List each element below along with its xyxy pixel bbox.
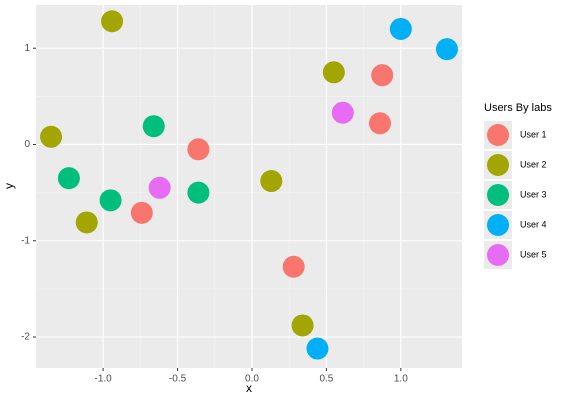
legend-label: User 2 [520, 159, 547, 169]
legend-marker [487, 244, 509, 266]
y-tick-label: 1 [24, 43, 30, 54]
legend-label: User 4 [520, 219, 547, 229]
x-tick-label: 0.5 [319, 374, 333, 385]
x-tick-label: 0.0 [245, 374, 259, 385]
point [75, 211, 98, 234]
legend-marker [487, 184, 509, 206]
point [260, 170, 283, 193]
legend-marker [487, 124, 509, 146]
x-axis-title: x [246, 381, 252, 395]
point [101, 10, 124, 33]
legend-marker [487, 154, 509, 176]
point [368, 112, 391, 135]
point [306, 337, 329, 360]
point [142, 115, 165, 138]
point [99, 189, 122, 212]
point [130, 201, 153, 224]
legend-marker [487, 214, 509, 236]
point [291, 314, 314, 337]
point [389, 17, 412, 40]
point [435, 38, 458, 61]
point [40, 125, 63, 148]
legend-label: User 1 [520, 129, 547, 139]
panel [36, 5, 462, 368]
point [187, 181, 210, 204]
legend-label: User 5 [520, 249, 547, 259]
point [187, 138, 210, 161]
point [282, 255, 305, 278]
point [322, 61, 345, 84]
x-tick-label: 1.0 [394, 374, 408, 385]
y-tick-label: -1 [21, 235, 30, 246]
x-tick-label: -1.0 [95, 374, 113, 385]
legend-label: User 3 [520, 189, 547, 199]
point [148, 176, 171, 199]
point [57, 167, 80, 190]
point [331, 101, 354, 124]
y-axis-title: y [2, 183, 16, 189]
y-tick-label: -2 [21, 332, 30, 343]
y-tick-label: 0 [24, 139, 30, 150]
point [371, 64, 394, 87]
legend-title: Users By labs [484, 102, 552, 114]
x-tick-label: -0.5 [169, 374, 187, 385]
